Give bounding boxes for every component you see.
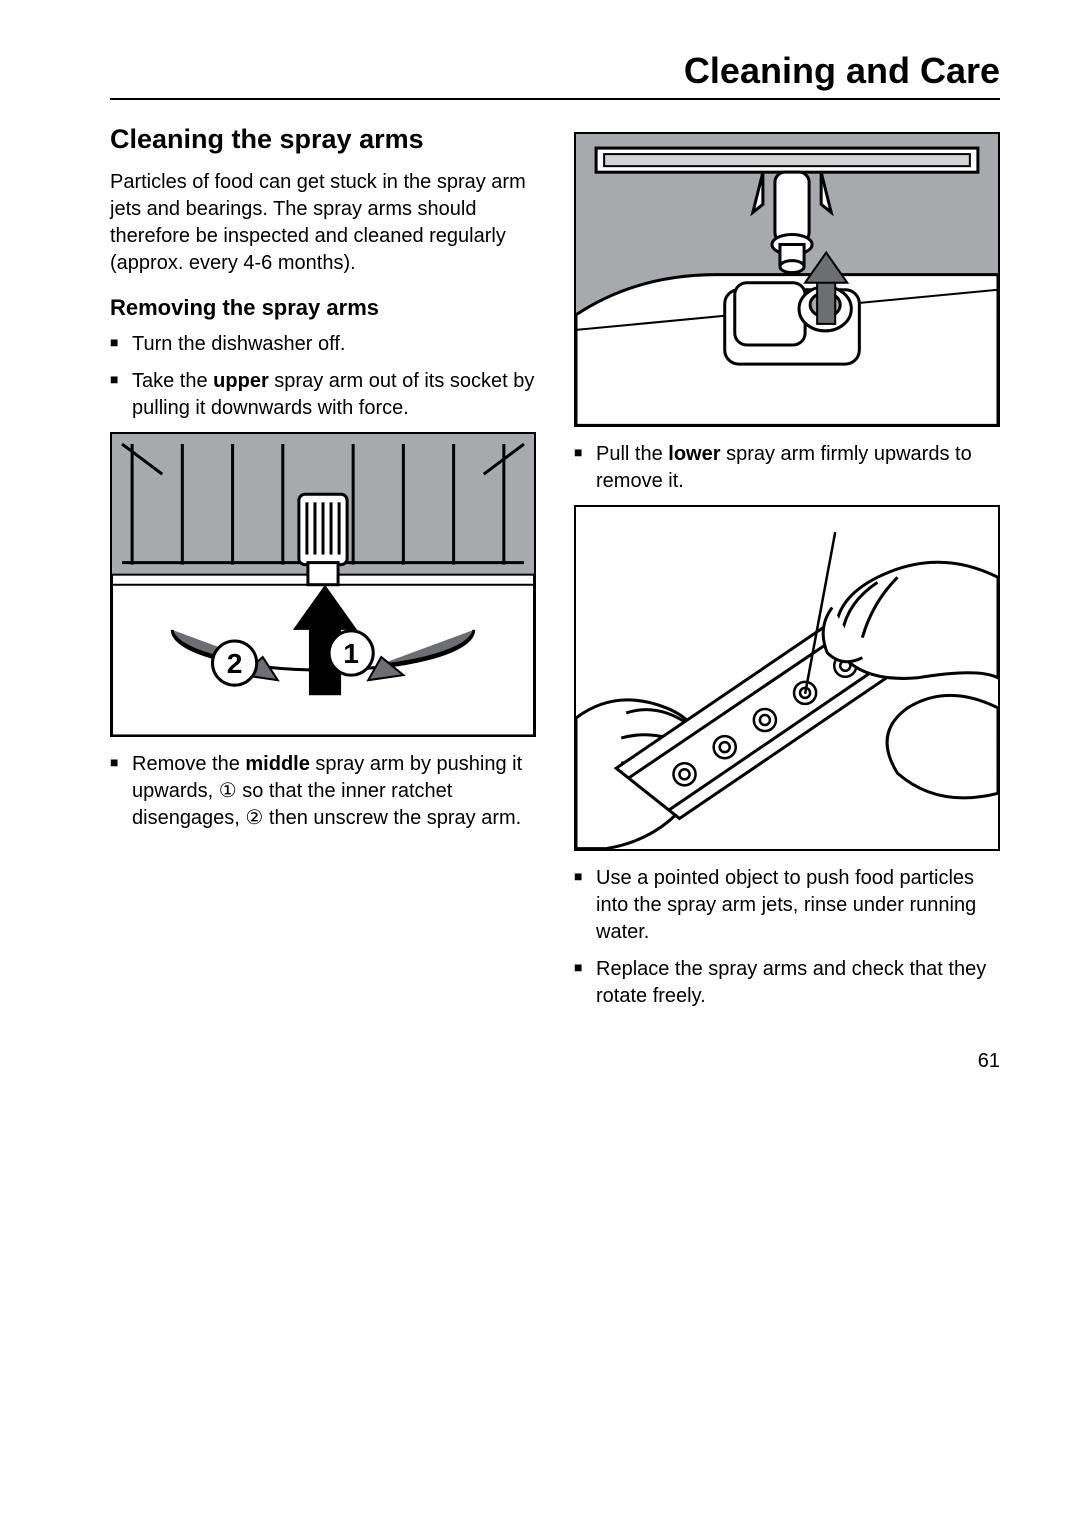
step-item: Replace the spray arms and check that th… [574, 956, 1000, 1010]
step-item: Pull the lower spray arm firmly upwards … [574, 441, 1000, 495]
step-keyword: upper [213, 370, 269, 392]
page-title: Cleaning and Care [110, 50, 1000, 92]
figure-clean-spray-arm-jets [574, 505, 1000, 851]
right-column: Pull the lower spray arm firmly upwards … [574, 124, 1000, 1020]
intro-paragraph: Particles of food can get stuck in the s… [110, 169, 536, 277]
page-header: Cleaning and Care [110, 50, 1000, 92]
figure-lower-spray-arm-remove [574, 132, 1000, 427]
step-item: Turn the dishwasher off. [110, 331, 536, 358]
step-item: Take the upper spray arm out of its sock… [110, 368, 536, 422]
step-item: Use a pointed object to push food partic… [574, 865, 1000, 946]
subsection-heading: Removing the spray arms [110, 295, 536, 321]
title-rule [110, 98, 1000, 100]
step-item: Remove the middle spray arm by pushing i… [110, 751, 536, 832]
figure-middle-spray-arm: 1 2 [110, 432, 536, 737]
left-column: Cleaning the spray arms Particles of foo… [110, 124, 536, 1020]
step-text-pre: Pull the [596, 443, 668, 465]
section-heading: Cleaning the spray arms [110, 124, 536, 155]
svg-text:1: 1 [343, 638, 359, 669]
step-text-pre: Take the [132, 370, 213, 392]
step-keyword: middle [245, 753, 309, 775]
step-text-pre: Remove the [132, 753, 245, 775]
svg-text:2: 2 [227, 648, 243, 679]
content-columns: Cleaning the spray arms Particles of foo… [110, 124, 1000, 1020]
page-number: 61 [110, 1050, 1000, 1073]
manual-page: Cleaning and Care Cleaning the spray arm… [0, 0, 1080, 1133]
step-keyword: lower [668, 443, 720, 465]
